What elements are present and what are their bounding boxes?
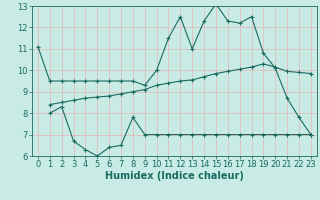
X-axis label: Humidex (Indice chaleur): Humidex (Indice chaleur)	[105, 171, 244, 181]
